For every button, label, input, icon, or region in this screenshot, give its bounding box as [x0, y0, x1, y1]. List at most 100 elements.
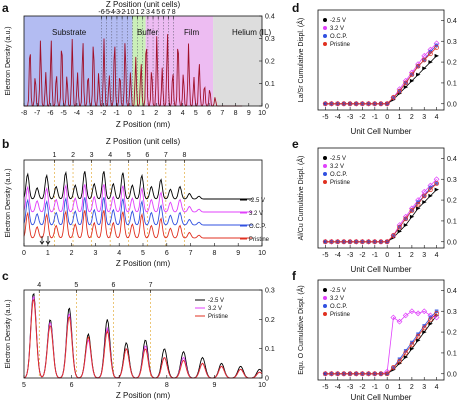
- panel-b-curves: [23, 170, 253, 239]
- panel-c-x-tick-label: 6: [70, 382, 74, 389]
- panel-a-x-tick-label: -2: [100, 110, 106, 117]
- panel-b-xlabel-top: Z Position (unit cells): [106, 137, 181, 146]
- panel-a-x-tick-label: -7: [34, 110, 40, 117]
- panel-e-marker: [378, 239, 384, 245]
- panel-b-x-tick-label: 2: [70, 250, 74, 257]
- panel-f-marker: [416, 338, 421, 343]
- panel-c-y-tick-label: 0.3: [265, 288, 275, 295]
- panel-a-x2-tick-label: -4: [109, 9, 115, 16]
- panel-d-marker: [329, 101, 334, 107]
- panel-d-plot: -2.5 V 3.2 V O.C.P. Pristine -5 -4 -3 -2 -1 0 1 2 3…: [296, 9, 457, 136]
- panel-e-y-ticks: 0.0 0.1 0.2 0.3 0.4: [441, 156, 457, 246]
- panel-b-x2-tick-label: 7: [164, 152, 168, 159]
- panel-f-marker: [402, 312, 409, 319]
- panel-d-marker: [391, 95, 396, 100]
- panel-a-y-tick-label: 0.1: [265, 81, 275, 88]
- panel-d-frame: [317, 9, 445, 111]
- panel-a-x2-tick-label: -5: [104, 9, 110, 16]
- panel-a-x-tick-label: -5: [61, 110, 67, 117]
- panel-c-x2-tick-label: 7: [149, 282, 153, 289]
- panel-f-marker: [323, 371, 328, 377]
- panel-c-unitcell-dashes: [38, 290, 151, 378]
- panel-c-frame: [23, 289, 263, 379]
- panel-d-y-tick-label: 0.3: [447, 39, 457, 46]
- panel-c-curve: [23, 298, 263, 379]
- panel-f-legend-marker: [323, 304, 327, 308]
- panel-e-marker: [329, 239, 334, 245]
- panel-b-x-tick-label: 1: [46, 250, 50, 257]
- panel-d-legend-label: Pristine: [330, 42, 351, 48]
- panel-b-x2-tick-label: 8: [182, 152, 186, 159]
- panel-b-x-tick-label: 6: [165, 250, 169, 257]
- panel-f-legend-label: 3.2 V: [330, 296, 344, 302]
- panel-a-x-tick-label: 8: [234, 110, 238, 117]
- panel-label-c: c: [2, 269, 9, 283]
- panel-d-marker: [323, 101, 328, 107]
- panel-a-x2-tick-label: -1: [124, 9, 130, 16]
- panel-f-legend-label: Pristine: [330, 312, 351, 318]
- panel-e-marker: [434, 187, 439, 192]
- panel-b-x2-ticks: 1 2 3 4 5 6 7 8: [53, 152, 186, 163]
- panel-b-x2-tick-label: 3: [90, 152, 94, 159]
- panel-e-marker: [421, 193, 427, 199]
- panel-d-marker: [428, 60, 433, 65]
- panel-e-frame: [317, 147, 445, 249]
- panel-f-legend-marker: [323, 296, 327, 300]
- panel-a-region-band: [132, 16, 146, 106]
- panel-b-x-tick-label: 8: [212, 250, 216, 257]
- panel-d-marker: [428, 51, 433, 57]
- panel-b-curve: [23, 183, 253, 213]
- panel-f-marker: [409, 346, 415, 351]
- panel-c-curve: [23, 295, 263, 379]
- panel-a-x2-tick-label: -3: [114, 9, 120, 16]
- panel-d-y-tick-label: 0.4: [447, 18, 457, 25]
- panel-e-x-tick-label: 3: [422, 252, 426, 259]
- panel-c-xlabel: Z Position (nm): [116, 391, 171, 400]
- panel-f-marker: [409, 342, 415, 347]
- panel-d-marker: [422, 66, 427, 71]
- panel-e-y-tick-label: 0.4: [447, 156, 457, 163]
- panel-a-x-tick-label: -6: [47, 110, 53, 117]
- panel-a-x-tick-label: 1: [141, 110, 145, 117]
- panel-label-f: f: [292, 269, 297, 283]
- panel-e-x-tick-label: 1: [398, 252, 402, 259]
- panel-f-legend-label: O.C.P.: [330, 304, 348, 310]
- panel-e-legend-label: O.C.P.: [330, 172, 348, 178]
- panel-c-y-ticks: 0 0.1 0.2 0.3: [259, 288, 275, 383]
- panel-f-y-tick-label: 0.3: [447, 309, 457, 316]
- panel-a-x2-tick-label: 2: [141, 9, 145, 16]
- panel-e-marker: [353, 239, 359, 245]
- panel-f-marker: [403, 355, 409, 360]
- panel-a-x2-tick-label: 0: [130, 9, 134, 16]
- panel-d-x-tick-label: -3: [347, 114, 353, 121]
- panel-b-curve: [23, 170, 253, 200]
- panel-a-region-buffer: Buffer: [137, 28, 159, 37]
- panel-a-x2-ticks: -6-5-4-3-2-1 0 1 2 3 4 5 6 7 8: [98, 9, 176, 19]
- panel-d-marker: [353, 101, 359, 107]
- panel-f-marker: [390, 314, 397, 321]
- panel-e-y-tick-label: 0.0: [447, 239, 457, 246]
- panel-d-marker: [403, 85, 409, 90]
- panel-f-y-tick-label: 0.0: [447, 371, 457, 378]
- panel-e-series-line: [325, 183, 437, 243]
- panel-f-marker: [396, 318, 403, 325]
- panel-f-marker: [353, 371, 359, 377]
- panel-f-marker: [372, 371, 378, 377]
- panel-f-y-tick-label: 0.4: [447, 288, 457, 295]
- panel-f-legend-marker: [323, 312, 327, 316]
- panel-b-x2-tick-label: 2: [71, 152, 75, 159]
- panel-d-marker: [366, 101, 371, 107]
- panel-b-x-ticks: 0 1 2 3 4 5 6 7 8 9 10: [22, 243, 266, 257]
- panel-a-x-tick-label: -4: [74, 110, 80, 117]
- panel-f-x-tick-label: 0: [385, 384, 389, 391]
- panel-e-marker: [360, 239, 365, 245]
- panel-d-x-tick-label: 2: [410, 114, 414, 121]
- panel-e-legend-label: 3.2 V: [330, 164, 344, 170]
- panel-a-x2-tick-label: -2: [119, 9, 125, 16]
- panel-c-x2-tick-label: 5: [74, 282, 78, 289]
- panel-f-x-tick-label: 2: [410, 384, 414, 391]
- panel-c-legend-label: Pristine: [208, 314, 229, 320]
- panel-f-marker: [415, 333, 421, 339]
- panel-d-marker: [335, 101, 341, 107]
- panel-c-curve: [23, 292, 263, 379]
